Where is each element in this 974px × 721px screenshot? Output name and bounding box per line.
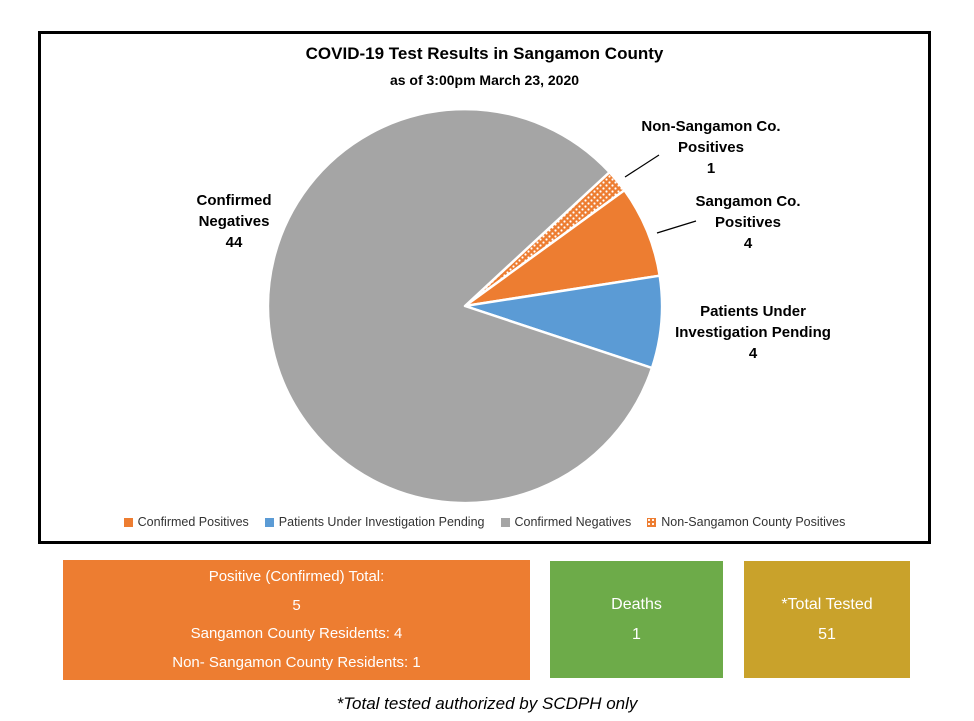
legend-item-confirmed-positives: Confirmed Positives [123,515,249,529]
label-value: 4 [743,235,753,252]
legend-label: Confirmed Positives [137,515,249,529]
chart-title: COVID-19 Test Results in Sangamon County [305,44,664,63]
legend-label: Patients Under Investigation Pending [278,515,485,529]
deaths-box: Deaths 1 [550,561,723,678]
deaths-label: Deaths [611,595,662,613]
positive-total-value: 5 [292,596,301,614]
legend-swatch-icon [500,517,510,527]
label-line: Patients Under [700,303,806,320]
positive-total-title: Positive (Confirmed) Total: [208,568,385,585]
pie-slice-confirmed-negatives [266,107,654,505]
legend-swatch-icon [123,517,133,527]
chart-legend: Confirmed Positives Patients Under Inves… [41,515,928,529]
label-line: Confirmed [196,192,272,209]
positive-total-box: Positive (Confirmed) Total: 5 Sangamon C… [63,560,530,680]
label-value: 1 [706,160,716,177]
label-line: Negatives [198,213,270,230]
non-sangamon-residents-line: Non- Sangamon County Residents: 1 [172,653,421,671]
pie-chart [266,107,697,505]
legend-item-patients-under-investigation: Patients Under Investigation Pending [264,515,485,529]
sangamon-residents-line: Sangamon County Residents: 4 [190,625,403,642]
label-line: Non-Sangamon Co. [641,118,781,135]
label-confirmed-negatives: Confirmed Negatives 44 [197,190,272,253]
label-line: Investigation Pending [675,324,831,341]
legend-label: Confirmed Negatives [514,515,632,529]
deaths-value: 1 [632,625,641,643]
label-non-sangamon-positives: Non-Sangamon Co. Positives 1 [641,116,780,179]
legend-swatch-icon [264,517,274,527]
label-line: Positives [678,139,744,156]
total-tested-box: *Total Tested 51 [744,561,910,678]
legend-item-confirmed-negatives: Confirmed Negatives [500,515,632,529]
legend-label: Non-Sangamon County Positives [661,515,846,529]
label-patients-under-investigation: Patients Under Investigation Pending 4 [675,301,831,364]
chart-subtitle: as of 3:00pm March 23, 2020 [389,72,580,88]
label-line: Sangamon Co. [695,193,801,210]
pie-chart-panel: COVID-19 Test Results in Sangamon County… [38,31,931,544]
total-tested-value: 51 [818,625,836,643]
leader-line-non-sangamon [624,154,660,178]
label-value: 44 [225,234,243,251]
label-line: Positives [715,214,781,231]
total-tested-label: *Total Tested [781,595,873,613]
legend-swatch-icon [647,517,657,527]
label-value: 4 [748,345,758,362]
footnote-text: *Total tested authorized by SCDPH only [336,694,638,713]
legend-item-non-sangamon-positives: Non-Sangamon County Positives [647,515,845,529]
leader-line-sangamon [656,220,697,234]
label-sangamon-positives: Sangamon Co. Positives 4 [695,191,800,254]
